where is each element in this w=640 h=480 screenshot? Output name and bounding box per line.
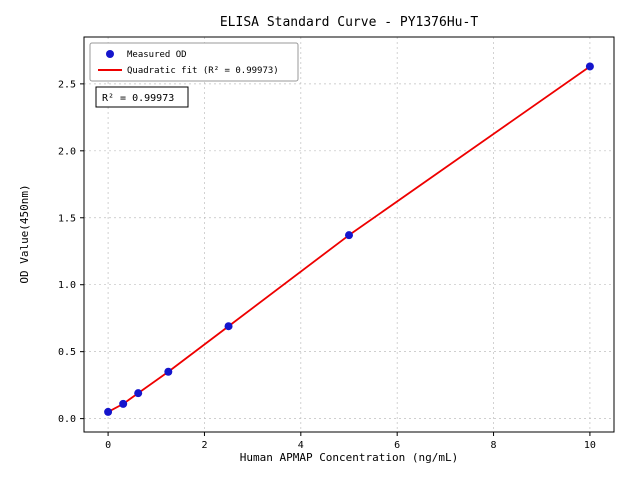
measured-od-point	[224, 322, 233, 331]
r-squared-annotation: R² = 0.99973	[95, 86, 189, 108]
measured-od-point	[164, 367, 173, 376]
y-tick-label: 1.5	[58, 213, 76, 224]
measured-od-point	[104, 407, 113, 416]
legend-label-measured-od: Measured OD	[127, 50, 187, 60]
measured-od-point	[585, 62, 594, 71]
y-tick-label: 1.0	[58, 280, 76, 291]
data-series	[104, 62, 594, 416]
chart-title: ELISA Standard Curve - PY1376Hu-T	[220, 15, 478, 30]
x-tick-label: 8	[491, 440, 497, 451]
x-tick-label: 6	[394, 440, 400, 451]
x-axis-label: Human APMAP Concentration (ng/mL)	[240, 451, 459, 464]
annotation-box	[95, 86, 189, 108]
legend: Measured OD Quadratic fit (R² = 0.99973)	[89, 42, 299, 82]
legend-marker-measured-od-icon	[106, 50, 114, 58]
legend-label-quadratic-fit: Quadratic fit (R² = 0.99973)	[127, 66, 279, 76]
x-tick-label: 0	[105, 440, 111, 451]
y-axis-label: OD Value(450nm)	[18, 184, 31, 283]
y-tick-label: 0.5	[58, 347, 76, 358]
measured-od-point	[345, 231, 353, 240]
x-tick-label: 4	[298, 440, 304, 451]
annotation-text: R² = 0.99973	[102, 93, 174, 104]
measured-od-point	[119, 399, 128, 408]
y-tick-label: 2.5	[58, 79, 76, 90]
x-tick-label: 2	[201, 440, 207, 451]
y-tick-label: 2.0	[58, 146, 76, 157]
measured-od-point	[134, 389, 143, 398]
plot-border	[83, 36, 615, 433]
y-tick-label: 0.0	[58, 414, 76, 425]
x-tick-label: 10	[584, 440, 596, 451]
legend-box	[89, 42, 299, 82]
axis-ticks: 0 2 4 6 8 10 0.0 0.5 1.0 1.5 2.0 2.5	[58, 79, 596, 451]
